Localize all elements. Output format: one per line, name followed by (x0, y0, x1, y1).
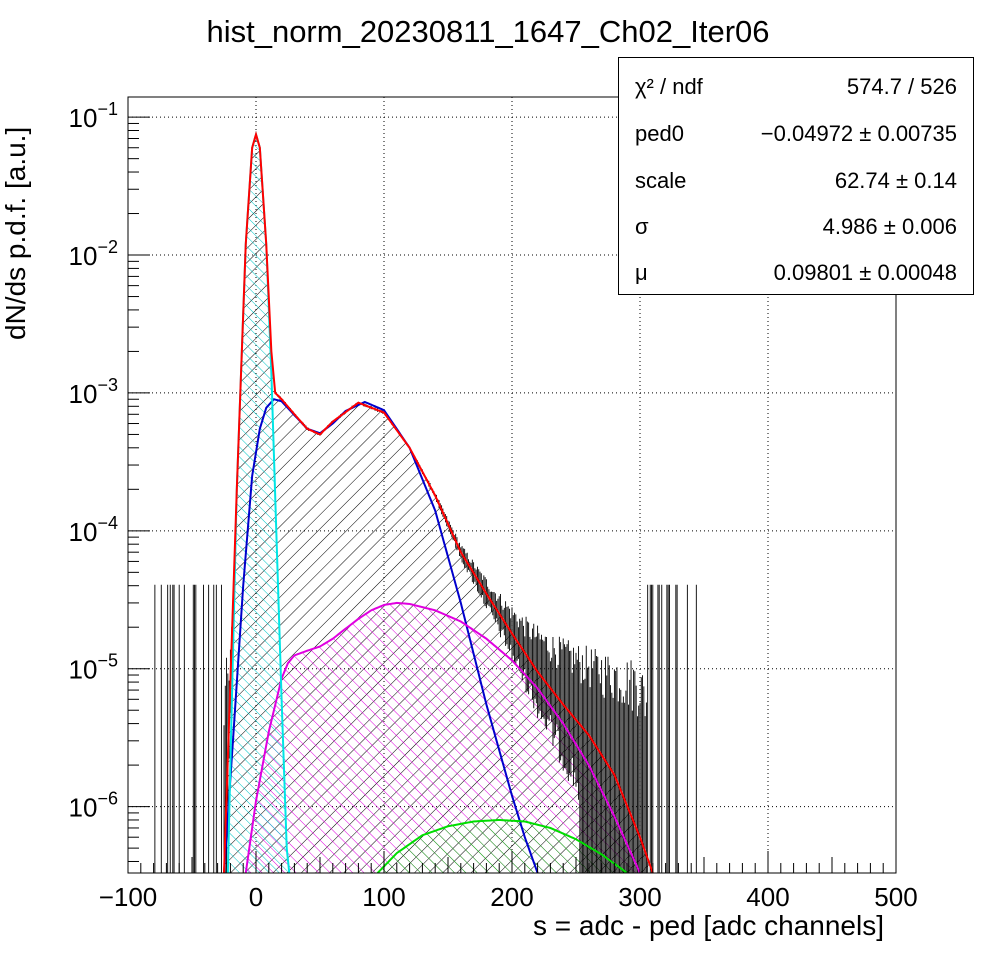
stats-value: 0.09801 ± 0.00048 (773, 260, 957, 285)
stats-label: σ (635, 214, 649, 239)
stats-label: scale (635, 168, 687, 193)
x-tick-label: 300 (618, 882, 661, 912)
second-pe-curve (244, 601, 641, 873)
y-axis-label: dN/ds p.d.f. [a.u.] (0, 126, 31, 340)
stats-row-ped0: ped0 −0.04972 ± 0.00735 (635, 121, 957, 147)
y-tick-label: 10−2 (69, 237, 118, 271)
stats-value: 574.7 / 526 (846, 74, 957, 99)
y-tick-label: 10−6 (69, 789, 118, 823)
first-pe-curve (223, 398, 539, 873)
stats-row-mu: μ 0.09801 ± 0.00048 (635, 260, 957, 286)
stats-label: μ (635, 260, 648, 285)
axes: −100 0 100 200 300 400 500 10−1 10−2 10−3 10−4 10−5… (69, 99, 918, 912)
x-tick-label: 200 (490, 882, 533, 912)
stats-row-scale: scale 62.74 ± 0.14 (635, 168, 957, 194)
y-tick-label: 10−3 (69, 375, 118, 409)
stats-row-sigma: σ 4.986 ± 0.006 (635, 214, 957, 240)
fit-curves (223, 130, 654, 873)
total-fit-curve (223, 130, 654, 873)
x-axis-label: s = adc - ped [adc channels] (533, 910, 884, 941)
stats-box: χ² / ndf 574.7 / 526 ped0 −0.04972 ± 0.007… (618, 57, 974, 295)
third-pe-fill (377, 819, 628, 873)
y-tick-label: 10−5 (69, 651, 118, 685)
third-pe-curve (376, 818, 628, 873)
stats-value: −0.04972 ± 0.00735 (760, 121, 957, 146)
x-tick-label: 100 (362, 882, 405, 912)
chart-title: hist_norm_20230811_1647_Ch02_Iter06 (206, 14, 770, 49)
y-tick-label: 10−4 (69, 513, 118, 547)
x-tick-label: 500 (874, 882, 917, 912)
stats-row-chi2: χ² / ndf 574.7 / 526 (635, 74, 957, 100)
stats-value: 4.986 ± 0.006 (822, 214, 957, 239)
stats-value: 62.74 ± 0.14 (834, 168, 957, 193)
x-tick-label: 0 (249, 882, 263, 912)
second-pe-fill (245, 602, 640, 873)
stats-label: χ² / ndf (635, 74, 703, 99)
x-tick-label: 400 (746, 882, 789, 912)
stats-label: ped0 (635, 121, 684, 146)
y-tick-label: 10−1 (69, 99, 118, 133)
x-tick-label: −100 (99, 882, 158, 912)
